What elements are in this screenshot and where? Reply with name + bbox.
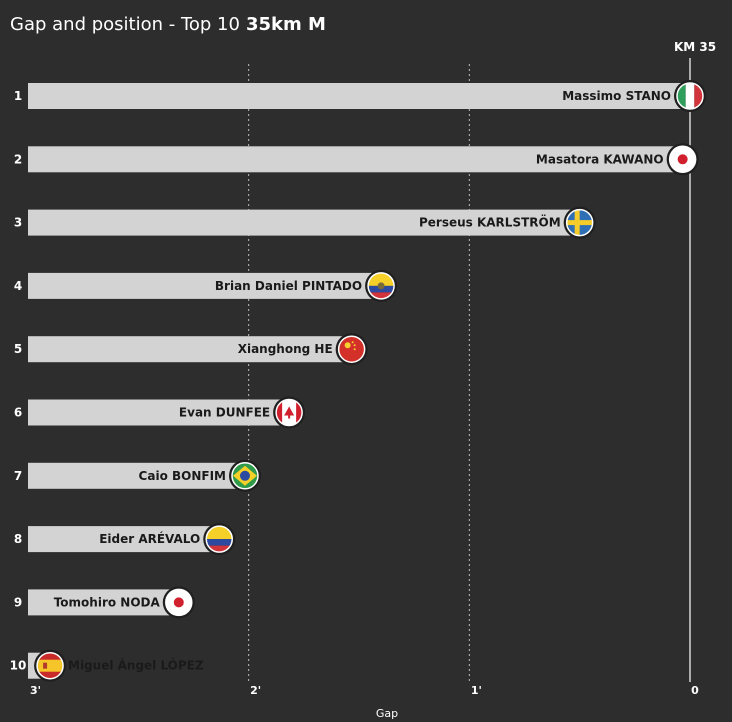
title-text: Gap and position - Top 10	[10, 14, 240, 35]
flag-jpn-1	[668, 145, 697, 174]
bar-2	[28, 146, 683, 173]
rank-label-9: 9	[14, 595, 22, 609]
athlete-name-9: Tomohiro NODA	[54, 595, 161, 609]
athlete-name-1: Massimo STANO	[562, 89, 671, 103]
bar-1	[28, 83, 690, 109]
flag-ita-0	[676, 82, 704, 110]
bar-5	[28, 336, 352, 363]
race-label: 35km M	[245, 14, 326, 35]
bar-4	[28, 272, 382, 299]
rank-label-1: 1	[14, 89, 22, 103]
x-tick-label-0: 3'	[30, 684, 41, 697]
bar-9	[28, 589, 179, 616]
rank-label-3: 3	[14, 216, 22, 230]
flag-can-5	[275, 398, 303, 427]
rank-label-7: 7	[14, 469, 22, 483]
km-marker-label: KM 35	[674, 40, 716, 54]
athlete-name-10: Miguel Ángel LÓPEZ	[68, 658, 204, 673]
flag-esp-9	[36, 651, 64, 680]
flag-bra-6	[231, 462, 259, 490]
flag-swe-2	[565, 208, 594, 237]
flag-jpn-8	[165, 588, 193, 617]
flag-chn-4	[337, 335, 366, 363]
bar-8	[28, 526, 220, 553]
bar-7	[28, 462, 245, 489]
athlete-name-6: Evan DUNFEE	[179, 406, 270, 420]
athlete-name-5: Xianghong HE	[238, 342, 333, 356]
athlete-name-4: Brian Daniel PINTADO	[215, 279, 362, 293]
x-tick-label-3: 0	[691, 684, 699, 697]
chart-title: Gap and position - Top 10 35km M	[10, 14, 326, 35]
rank-label-8: 8	[14, 532, 22, 546]
rank-label-2: 2	[14, 152, 22, 166]
athlete-name-3: Perseus KARLSTRÖM	[419, 215, 561, 230]
athlete-name-7: Caio BONFIM	[139, 469, 226, 483]
x-tick-label-1: 2'	[250, 684, 261, 697]
rank-label-10: 10	[10, 659, 27, 673]
flag-ecu-3	[367, 272, 395, 300]
rank-label-4: 4	[14, 279, 22, 293]
bar-3	[28, 209, 580, 236]
flag-col-7	[205, 525, 233, 553]
rank-label-5: 5	[14, 342, 22, 356]
athlete-name-8: Eider ARÉVALO	[99, 531, 200, 546]
athlete-name-2: Masatora KAWANO	[536, 152, 664, 166]
rank-label-6: 6	[14, 406, 22, 420]
bar-6	[28, 399, 290, 426]
x-tick-label-2: 1'	[471, 684, 482, 697]
x-axis-title: Gap	[376, 707, 398, 720]
